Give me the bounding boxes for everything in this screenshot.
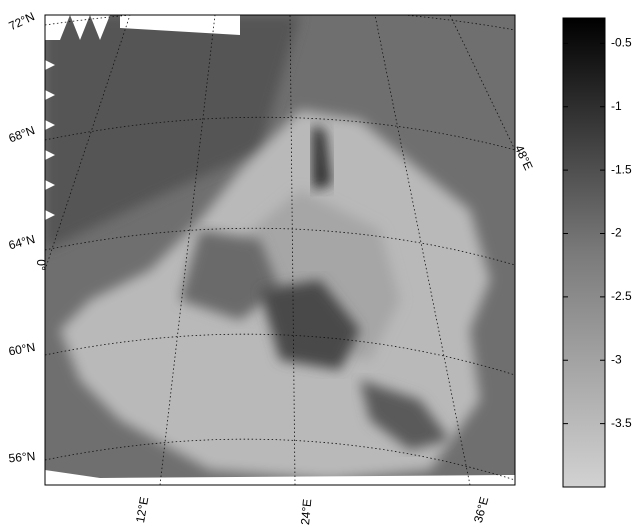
latitude-label: 72°N xyxy=(7,9,37,33)
colorbar-tick-label: -2.5 xyxy=(611,289,632,303)
latitude-label: 56°N xyxy=(8,449,36,465)
colorbar-tick-label: -1 xyxy=(611,99,622,113)
latitude-label: 64°N xyxy=(7,232,37,252)
latitude-label: 60°N xyxy=(7,340,36,358)
colorbar-tick-label: -0.5 xyxy=(611,36,632,50)
map-image xyxy=(45,9,515,485)
longitude-label: 24°E xyxy=(298,498,314,525)
longitude-label: 0° xyxy=(34,259,48,271)
latitude-label: 68°N xyxy=(7,123,37,145)
colorbar-tick-label: -3.5 xyxy=(611,416,632,430)
colorbar-tick-label: -2 xyxy=(611,226,622,240)
colorbar xyxy=(563,18,605,487)
longitude-label: 12°E xyxy=(133,496,151,524)
colorbar-tick-label: -3 xyxy=(611,352,622,366)
colorbar-tick-label: -1.5 xyxy=(611,162,632,176)
map-figure: 72°N68°N64°N60°N56°N0°12°E24°E36°E48°E-0… xyxy=(0,0,636,532)
longitude-label: 36°E xyxy=(471,495,491,524)
